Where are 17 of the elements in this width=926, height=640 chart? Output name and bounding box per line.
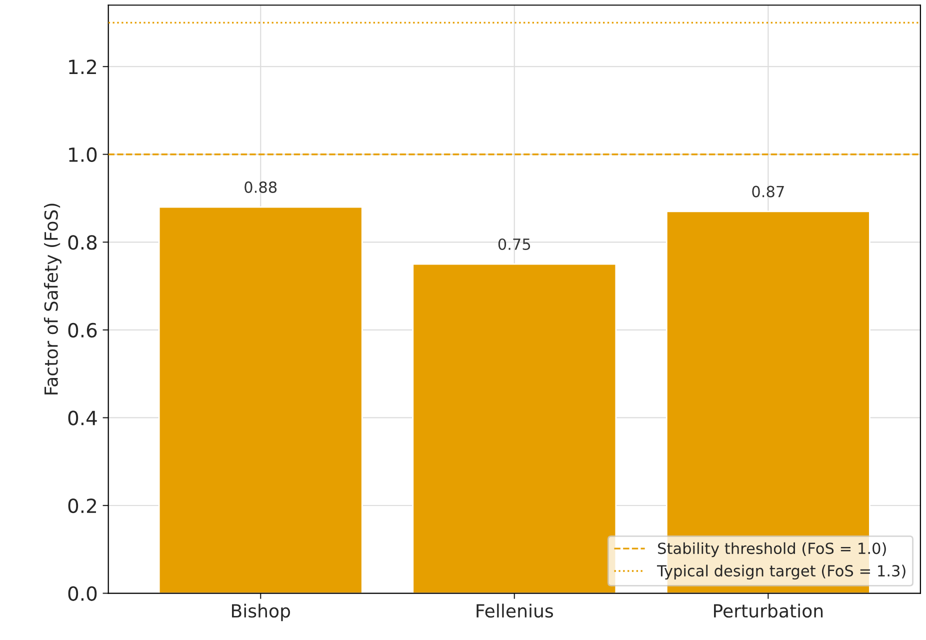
- legend-label: Stability threshold (FoS = 1.0): [658, 542, 886, 558]
- y-tick-label: 0.8: [68, 235, 97, 250]
- x-tick-label: Bishop: [232, 604, 290, 622]
- y-tick-label: 0.6: [68, 322, 97, 338]
- bar: [158, 206, 363, 594]
- y-axis-title: Factor of Safety (FoS): [44, 204, 62, 394]
- data-label: 0.87: [752, 186, 784, 198]
- data-label: 0.88: [244, 181, 277, 193]
- y-tick-label: 0.2: [68, 498, 96, 514]
- y-tick-label: 1.0: [69, 147, 97, 162]
- x-tick-label: Fellenius: [476, 604, 553, 618]
- data-label: 0.75: [498, 238, 530, 250]
- y-tick-label: 1.2: [69, 60, 96, 74]
- legend-label: Typical design target (FoS = 1.3): [656, 564, 906, 580]
- y-tick-label: 0.4: [68, 410, 97, 426]
- x-tick-label: Perturbation: [714, 604, 823, 618]
- y-tick-label: 0.0: [68, 586, 97, 601]
